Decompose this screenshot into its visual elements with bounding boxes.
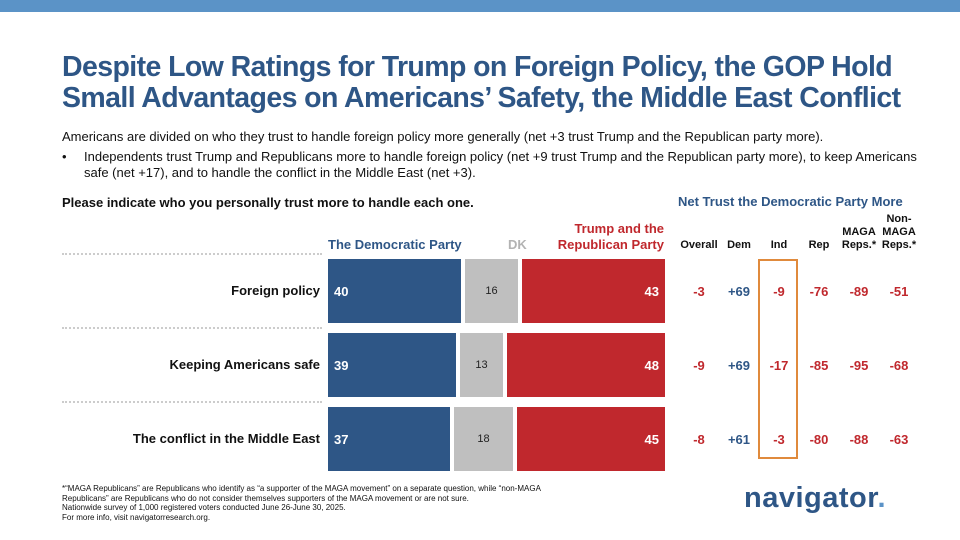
net-value-rep: -80 bbox=[809, 432, 829, 447]
legend-rep-line-1: Trump and the bbox=[574, 221, 664, 236]
bar-segment-dk: 16 bbox=[465, 259, 518, 323]
net-column-header-overall: Overall bbox=[673, 239, 725, 252]
column-header-line: Rep bbox=[808, 239, 830, 251]
column-header-line: MAGA bbox=[882, 226, 916, 238]
net-value-dem: +61 bbox=[727, 432, 751, 447]
bar-segment-rep: 43 bbox=[522, 259, 665, 323]
bar-segment-rep: 48 bbox=[507, 333, 665, 397]
net-column-header-ind: Ind bbox=[753, 239, 805, 252]
column-header-line: Non- bbox=[886, 213, 912, 225]
legend-republican-party: Trump and the Republican Party bbox=[540, 221, 664, 253]
net-value-ind: -9 bbox=[773, 284, 785, 299]
category-label: The conflict in the Middle East bbox=[132, 431, 320, 446]
net-value-maga: -95 bbox=[849, 358, 869, 373]
net-trust-header: Net Trust the Democratic Party More bbox=[678, 194, 903, 209]
legend-dk: DK bbox=[508, 237, 527, 252]
net-column-header-maga: MAGA Reps.* bbox=[833, 226, 885, 252]
net-value-ind: -3 bbox=[773, 432, 785, 447]
data-label-dem: 39 bbox=[334, 357, 349, 373]
bar-segment-rep: 45 bbox=[517, 407, 665, 471]
bullet-text: Independents trust Trump and Republicans… bbox=[84, 149, 917, 180]
column-header-line: Reps.* bbox=[881, 239, 917, 251]
category-label: Foreign policy bbox=[231, 283, 320, 298]
row-separator bbox=[62, 253, 322, 255]
data-label-dk: 18 bbox=[477, 433, 490, 445]
data-label-rep: 45 bbox=[644, 431, 659, 447]
net-column-header-dem: Dem bbox=[713, 239, 765, 252]
net-value-nonmaga: -63 bbox=[889, 432, 909, 447]
data-label-dk: 13 bbox=[475, 359, 488, 371]
column-header-line: Reps.* bbox=[841, 239, 877, 251]
bar-segment-dk: 13 bbox=[460, 333, 503, 397]
bar-segment-dem: 39 bbox=[328, 333, 456, 397]
column-header-line: Dem bbox=[727, 239, 751, 251]
net-value-overall: -8 bbox=[693, 432, 705, 447]
data-label-dem: 37 bbox=[334, 431, 349, 447]
question-text: Please indicate who you personally trust… bbox=[62, 195, 474, 210]
title-line-1: Despite Low Ratings for Trump on Foreign… bbox=[62, 51, 893, 83]
net-value-rep: -85 bbox=[809, 358, 829, 373]
net-value-nonmaga: -68 bbox=[889, 358, 909, 373]
category-label: Keeping Americans safe bbox=[169, 357, 320, 372]
column-header-line: Overall bbox=[680, 239, 718, 251]
footnote-line: Republicans” are Republicans who do not … bbox=[62, 493, 469, 503]
row-separator bbox=[62, 327, 322, 329]
column-header-line: MAGA bbox=[842, 226, 876, 238]
net-value-overall: -9 bbox=[693, 358, 705, 373]
column-header-line: Ind bbox=[770, 239, 788, 251]
subtitle: Americans are divided on who they trust … bbox=[62, 129, 824, 144]
data-label-rep: 48 bbox=[644, 357, 659, 373]
net-value-dem: +69 bbox=[727, 284, 751, 299]
bar-segment-dem: 37 bbox=[328, 407, 450, 471]
footnote-line: Nationwide survey of 1,000 registered vo… bbox=[62, 503, 346, 512]
net-value-ind: -17 bbox=[769, 358, 789, 373]
footnotes: *“MAGA Republicans” are Republicans who … bbox=[62, 484, 622, 522]
footnote-line: *“MAGA Republicans” are Republicans who … bbox=[62, 484, 541, 493]
bar-segment-dk: 18 bbox=[454, 407, 513, 471]
bullet-marker: • bbox=[62, 149, 67, 164]
title-line-2: Small Advantages on Americans’ Safety, t… bbox=[62, 82, 901, 114]
navigator-logo: navigator. bbox=[744, 482, 886, 515]
net-value-maga: -89 bbox=[849, 284, 869, 299]
net-value-rep: -76 bbox=[809, 284, 829, 299]
net-column-header-rep: Rep bbox=[793, 239, 845, 252]
row-separator bbox=[62, 401, 322, 403]
net-value-overall: -3 bbox=[693, 284, 705, 299]
net-column-header-nonmaga: Non- MAGA Reps.* bbox=[873, 213, 925, 252]
net-value-maga: -88 bbox=[849, 432, 869, 447]
footnote-line: For more info, visit navigatorresearch.o… bbox=[62, 512, 211, 522]
bar-segment-dem: 40 bbox=[328, 259, 461, 323]
net-value-dem: +69 bbox=[727, 358, 751, 373]
logo-text: navigator bbox=[744, 482, 878, 514]
data-label-dk: 16 bbox=[485, 285, 498, 297]
net-value-nonmaga: -51 bbox=[889, 284, 909, 299]
legend-rep-line-2: Republican Party bbox=[557, 237, 664, 252]
page-title: Despite Low Ratings for Trump on Foreign… bbox=[62, 52, 942, 114]
data-label-dem: 40 bbox=[334, 283, 349, 299]
legend-democratic-party: The Democratic Party bbox=[328, 237, 462, 252]
data-label-rep: 43 bbox=[644, 283, 659, 299]
logo-dot: . bbox=[877, 482, 886, 514]
ind-column-highlight-box bbox=[758, 259, 798, 459]
top-accent-bar bbox=[0, 0, 960, 12]
